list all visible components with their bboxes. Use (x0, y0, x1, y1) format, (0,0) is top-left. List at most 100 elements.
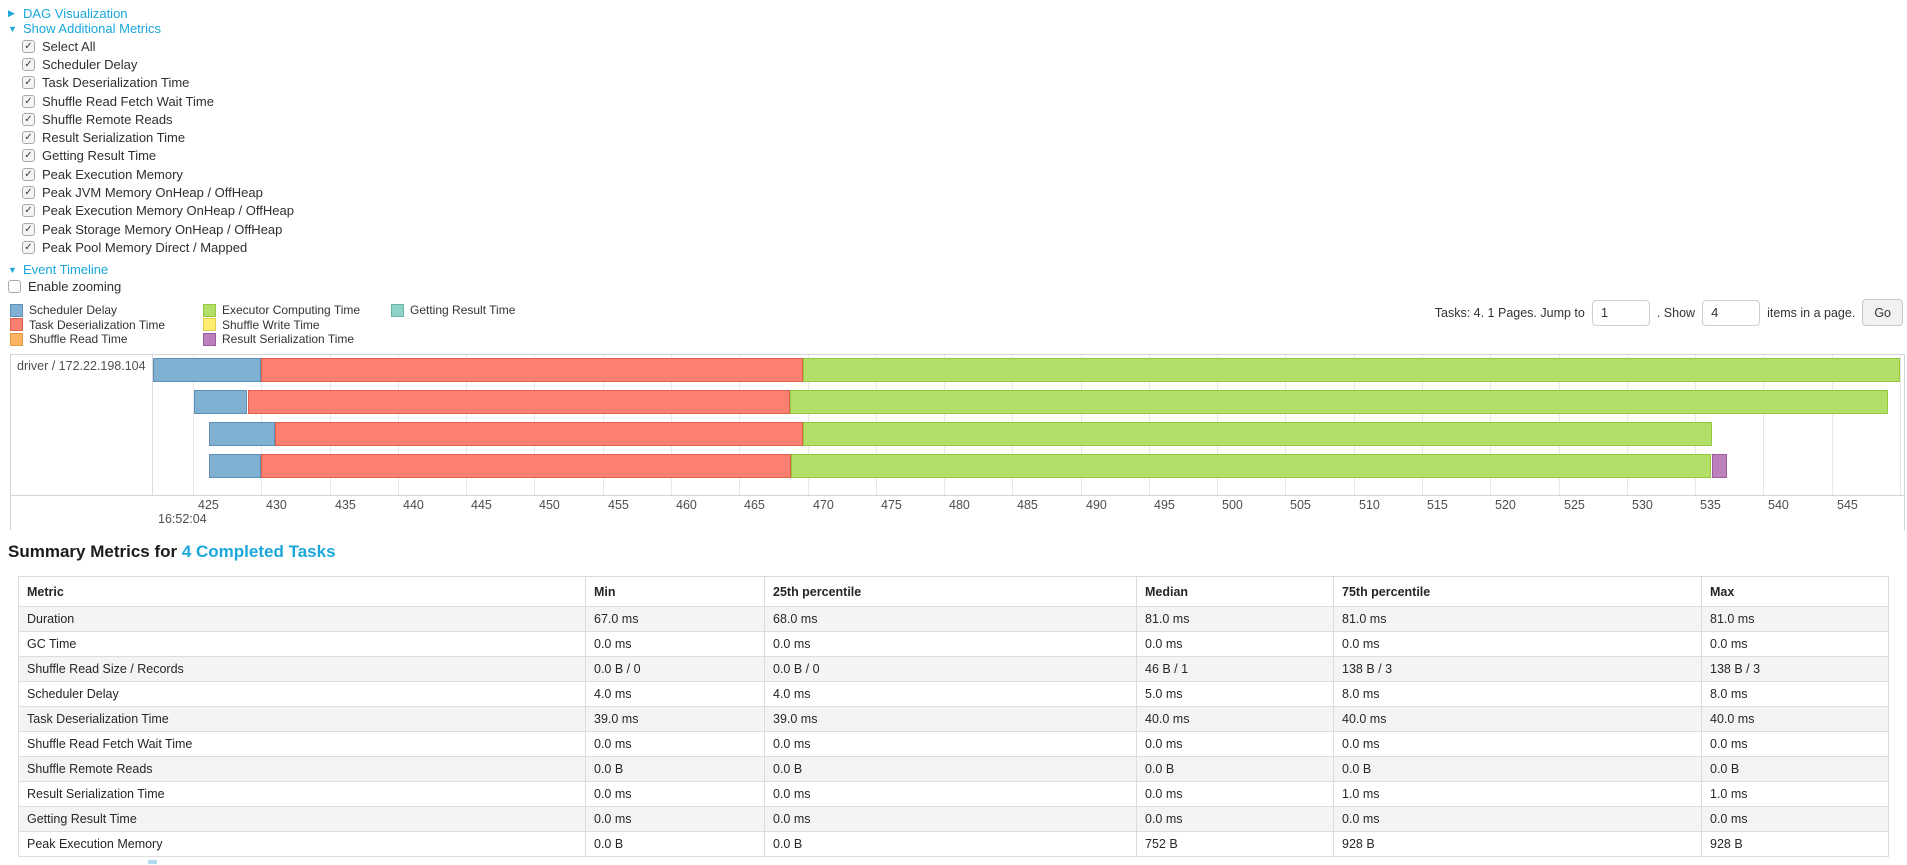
metric-checkbox-row: ✓ Result Serialization Time (22, 128, 294, 146)
jump-to-page-input[interactable] (1591, 299, 1650, 326)
metric-checkbox[interactable]: ✓ (22, 240, 35, 254)
table-header-cell: Median (1136, 576, 1334, 607)
metric-checkbox[interactable]: ✓ (22, 204, 35, 218)
dag-visualization-toggle[interactable]: ▶ DAG Visualization (8, 6, 128, 21)
metric-checkbox-label: Peak Pool Memory Direct / Mapped (42, 239, 248, 255)
go-button[interactable]: Go (1862, 299, 1903, 326)
items-per-page-input[interactable] (1702, 299, 1761, 326)
summary-metrics-title: Summary Metrics for 4 Completed Tasks (8, 542, 336, 562)
metric-checkbox[interactable]: ✓ (22, 131, 35, 145)
axis-tick-label: 425 (198, 498, 219, 512)
task-segment-scheduler-delay[interactable] (194, 390, 247, 414)
enable-zooming-checkbox[interactable] (8, 280, 21, 293)
metric-checkbox[interactable]: ✓ (22, 94, 35, 108)
legend-item: Shuffle Read Time (10, 332, 165, 347)
metric-name-cell: Shuffle Read Size / Records (18, 656, 586, 682)
task-segment-executor-computing[interactable] (803, 358, 1900, 382)
table-row: Result Serialization Time 0.0 ms 0.0 ms 0.0… (18, 781, 1889, 807)
completed-tasks-link[interactable]: 4 Completed Tasks (181, 542, 336, 561)
legend-item: Executor Computing Time (203, 303, 360, 318)
axis-tick-label: 495 (1154, 498, 1175, 512)
metric-checkbox-label: Shuffle Remote Reads (42, 111, 173, 127)
table-header-cell: Max (1701, 576, 1889, 607)
task-segment-executor-computing[interactable] (803, 422, 1712, 446)
legend-item-label: Task Deserialization Time (29, 317, 166, 332)
metric-value-cell: 39.0 ms (585, 706, 765, 732)
metric-value-cell: 0.0 ms (1136, 731, 1334, 757)
chevron-down-icon: ▼ (8, 23, 17, 34)
metric-value-cell: 0.0 ms (764, 781, 1137, 807)
metric-value-cell: 67.0 ms (585, 606, 765, 632)
metric-checkbox-label: Result Serialization Time (42, 130, 186, 146)
table-header-cell: 25th percentile (764, 576, 1137, 607)
task-segment-task-deserialization[interactable] (275, 422, 803, 446)
event-timeline-toggle[interactable]: ▼ Event Timeline (8, 262, 108, 277)
task-segment-scheduler-delay[interactable] (153, 358, 261, 382)
metric-checkbox-row: ✓ Shuffle Remote Reads (22, 110, 294, 128)
axis-tick-label: 430 (266, 498, 287, 512)
task-segment-executor-computing[interactable] (790, 390, 1888, 414)
metric-value-cell: 138 B / 3 (1701, 656, 1889, 682)
metric-checkbox-label: Peak Storage Memory OnHeap / OffHeap (42, 221, 283, 237)
metric-checkbox[interactable]: ✓ (22, 76, 35, 90)
legend-column: Executor Computing Time Shuffle Write Tim… (203, 303, 360, 347)
axis-tick-label: 510 (1359, 498, 1380, 512)
task-segment-result-serialization[interactable] (1712, 454, 1727, 478)
table-row: Task Deserialization Time 39.0 ms 39.0 ms 4… (18, 706, 1889, 732)
show-additional-metrics-toggle[interactable]: ▼ Show Additional Metrics (8, 21, 161, 36)
axis-tick-label: 445 (471, 498, 492, 512)
metric-checkbox[interactable]: ✓ (22, 149, 35, 163)
metric-name-cell: Scheduler Delay (18, 681, 586, 707)
pagination-suffix: items in a page. (1767, 305, 1856, 320)
task-deserialization-swatch (10, 318, 23, 332)
metric-checkbox-row: ✓ Peak Execution Memory OnHeap / OffHeap (22, 202, 294, 220)
metric-checkbox[interactable]: ✓ (22, 39, 35, 53)
metric-value-cell: 0.0 ms (1701, 631, 1889, 657)
metric-value-cell: 0.0 ms (585, 781, 765, 807)
metric-checkbox[interactable]: ✓ (22, 112, 35, 126)
task-segment-executor-computing[interactable] (791, 454, 1711, 478)
result-serialization-swatch (203, 332, 216, 346)
metric-checkbox[interactable]: ✓ (22, 222, 35, 236)
timeline-axis: 16:52:04 425 430 435 440 445 450 455 460 465 470 4… (11, 495, 1904, 530)
metric-value-cell: 0.0 B (1136, 756, 1334, 782)
metric-checkbox-label: Task Deserialization Time (42, 75, 190, 91)
table-row: Duration 67.0 ms 68.0 ms 81.0 ms 81.0 ms 81.0… (18, 606, 1889, 632)
task-segment-task-deserialization[interactable] (248, 390, 790, 414)
metric-checkbox-row: ✓ Task Deserialization Time (22, 74, 294, 92)
legend-item: Getting Result Time (391, 303, 515, 318)
metric-value-cell: 0.0 ms (585, 806, 765, 832)
metric-checkbox[interactable]: ✓ (22, 167, 35, 181)
task-segment-scheduler-delay[interactable] (209, 422, 275, 446)
axis-tick-label: 440 (403, 498, 424, 512)
table-header-cell: 75th percentile (1333, 576, 1702, 607)
task-segment-task-deserialization[interactable] (261, 454, 791, 478)
enable-zooming-label: Enable zooming (28, 279, 122, 294)
legend-item: Result Serialization Time (203, 332, 360, 347)
axis-tick-label: 480 (949, 498, 970, 512)
metric-checkbox-row: ✓ Peak Execution Memory (22, 165, 294, 183)
metric-name-cell: Shuffle Read Fetch Wait Time (18, 731, 586, 757)
metric-value-cell: 0.0 ms (585, 631, 765, 657)
table-row: Peak Execution Memory 0.0 B 0.0 B 752 B 928 … (18, 831, 1889, 857)
table-header-cell: Min (585, 576, 765, 607)
metric-value-cell: 0.0 B (1701, 756, 1889, 782)
metric-value-cell: 928 B (1333, 831, 1702, 857)
table-header-cell: Metric (18, 576, 586, 607)
metric-value-cell: 0.0 B (1333, 756, 1702, 782)
metric-checkbox[interactable]: ✓ (22, 57, 35, 71)
task-segment-scheduler-delay[interactable] (209, 454, 261, 478)
table-row: Getting Result Time 0.0 ms 0.0 ms 0.0 ms 0.0… (18, 806, 1889, 832)
metric-name-cell: Getting Result Time (18, 806, 586, 832)
axis-tick-label: 485 (1017, 498, 1038, 512)
task-segment-task-deserialization[interactable] (261, 358, 803, 382)
metric-value-cell: 5.0 ms (1136, 681, 1334, 707)
metric-value-cell: 138 B / 3 (1333, 656, 1702, 682)
metric-value-cell: 928 B (1701, 831, 1889, 857)
table-row: GC Time 0.0 ms 0.0 ms 0.0 ms 0.0 ms 0.0 ms (18, 631, 1889, 657)
event-timeline-chart: driver / 172.22.198.104 16:52:04 425 430 4… (10, 354, 1905, 530)
metric-checkbox[interactable]: ✓ (22, 186, 35, 200)
metric-value-cell: 8.0 ms (1333, 681, 1702, 707)
axis-tick-label: 455 (608, 498, 629, 512)
